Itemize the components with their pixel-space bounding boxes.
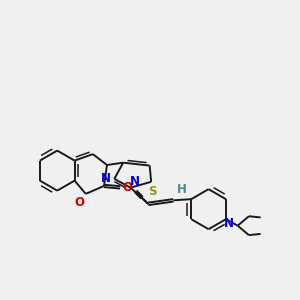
Text: S: S	[148, 185, 157, 198]
Text: H: H	[177, 183, 187, 196]
Text: N: N	[130, 176, 140, 188]
Text: N: N	[101, 172, 111, 185]
Text: O: O	[74, 196, 84, 208]
Text: O: O	[122, 181, 132, 194]
Text: N: N	[224, 218, 234, 230]
